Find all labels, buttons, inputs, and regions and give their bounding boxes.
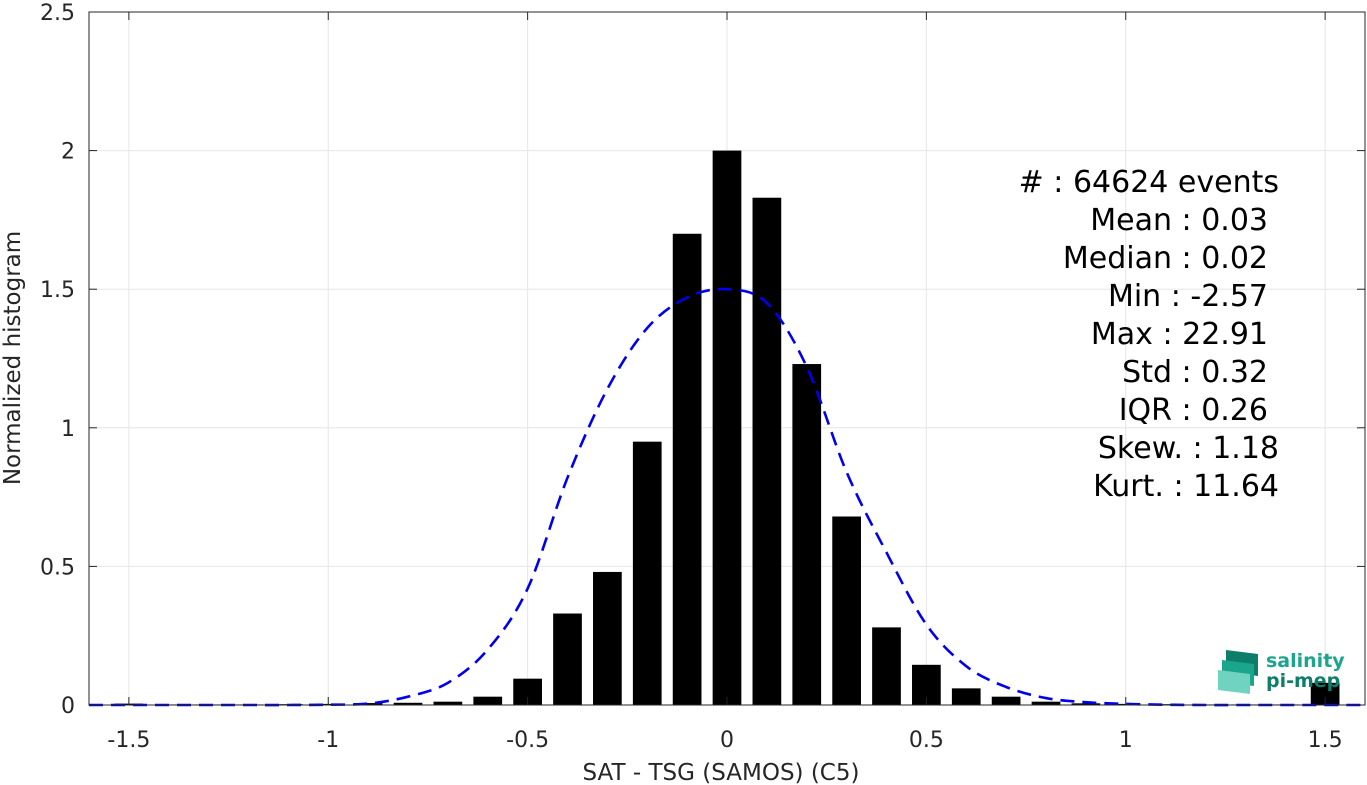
- y-tick-label: 1: [61, 417, 75, 442]
- histogram-bar: [991, 696, 1021, 705]
- x-tick-labels: -1.5 -1 -0.5 0 0.5 1 1.5: [107, 728, 1342, 753]
- x-tick-label: 0: [720, 728, 734, 753]
- histogram-bar: [792, 364, 822, 705]
- y-axis-label: Normalized histogram: [0, 231, 26, 485]
- x-tick-label: 0.5: [909, 728, 944, 753]
- histogram-bar: [553, 613, 582, 705]
- stat-line: # : 64624 events: [1019, 165, 1279, 200]
- histogram-bar: [353, 703, 383, 705]
- y-tick-label: 0.5: [40, 555, 75, 580]
- y-tick-label: 1.5: [40, 278, 75, 303]
- y-tick-label: 2: [61, 140, 75, 165]
- stat-line: Skew. : 1.18: [1098, 431, 1279, 466]
- wave-logo-icon: [1218, 650, 1258, 694]
- salinity-pimep-logo: salinity pi-mep: [1218, 650, 1345, 694]
- histogram-bar: [752, 197, 782, 705]
- y-tick-labels: 0 0.5 1 1.5 2 2.5: [40, 1, 75, 719]
- histogram-bar: [951, 688, 981, 705]
- stat-line: Median : 0.02: [1063, 241, 1268, 276]
- y-tick-label: 0: [61, 694, 75, 719]
- x-axis-label: SAT - TSG (SAMOS) (C5): [583, 760, 860, 785]
- stat-line: IQR : 0.26: [1119, 393, 1268, 428]
- x-tick-label: -0.5: [506, 728, 549, 753]
- x-tick-label: 1.5: [1308, 728, 1343, 753]
- x-tick-label: 1: [1119, 728, 1133, 753]
- x-tick-label: -1: [317, 728, 339, 753]
- stat-line: Std : 0.32: [1122, 355, 1268, 390]
- histogram-bar: [632, 441, 662, 705]
- histogram-bar: [1071, 703, 1101, 705]
- histogram-bars: [114, 150, 1340, 706]
- histogram-bar: [433, 701, 463, 705]
- stat-line: Mean : 0.03: [1090, 203, 1268, 238]
- histogram-bar: [393, 702, 423, 705]
- histogram-bar: [872, 627, 901, 705]
- logo-text-line2: pi-mep: [1266, 670, 1340, 692]
- histogram-bar: [832, 516, 861, 705]
- stat-line: Min : -2.57: [1108, 279, 1268, 314]
- histogram-bar: [593, 571, 622, 705]
- histogram-bar: [672, 233, 702, 705]
- y-tick-label: 2.5: [40, 1, 75, 26]
- logo-text-line1: salinity: [1266, 650, 1345, 672]
- histogram-bar: [712, 150, 742, 706]
- histogram-bar: [1031, 701, 1061, 705]
- x-tick-label: -1.5: [107, 728, 150, 753]
- histogram-bar: [1310, 682, 1340, 705]
- stat-line: Kurt. : 11.64: [1093, 469, 1279, 504]
- axis-ticks: [89, 11, 1365, 706]
- stat-line: Max : 22.91: [1091, 317, 1268, 352]
- histogram-bar: [473, 696, 503, 705]
